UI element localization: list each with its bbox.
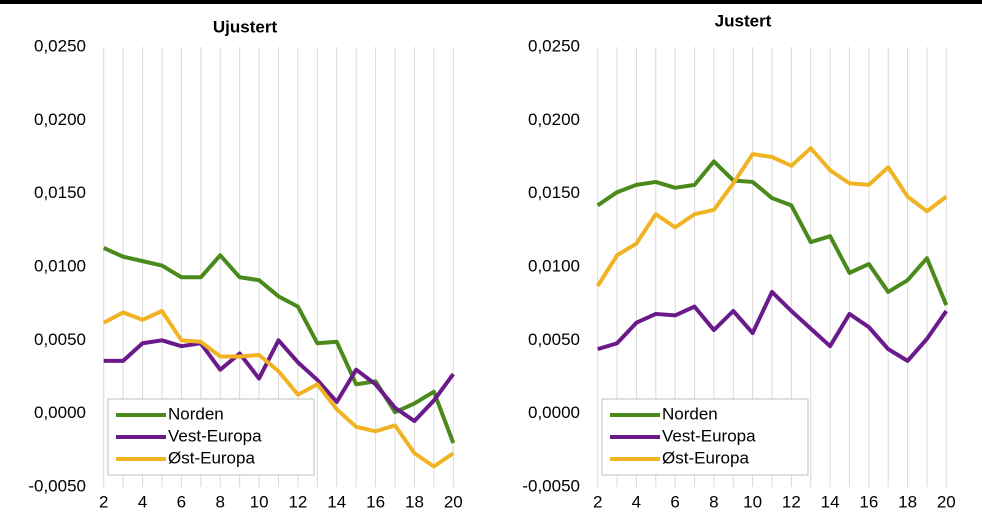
x-tick-label: 18 [405,492,424,511]
legend-label: Vest-Europa [662,426,756,445]
top-border [0,0,982,4]
x-tick-label: 10 [250,492,269,511]
x-tick-label: 6 [670,492,679,511]
legend-label: Norden [662,404,718,423]
series-line [103,338,455,423]
legend-label: Øst-Europa [662,448,749,467]
y-tick-label: -0,0050 [28,476,86,495]
series-line [597,289,948,363]
x-tick-label: 2 [593,492,602,511]
chart-title: Justert [715,11,772,30]
y-tick-label: 0,0150 [34,183,86,202]
y-tick-label: 0,0100 [528,256,580,275]
y-tick-label: 0,0150 [528,183,580,202]
x-tick-label: 4 [138,492,147,511]
x-tick-label: 16 [859,492,878,511]
series-line [102,309,455,469]
legend-label: Norden [168,404,224,423]
y-tick-label: 0,0200 [528,110,580,129]
legend-label: Vest-Europa [168,426,262,445]
y-tick-label: 0,0000 [34,403,86,422]
x-tick-label: 20 [444,492,463,511]
x-tick-label: 20 [937,492,956,511]
y-tick-label: -0,0050 [522,476,580,495]
x-tick-label: 6 [177,492,186,511]
x-tick-label: 16 [366,492,385,511]
legend-label: Øst-Europa [168,448,255,467]
y-tick-label: 0,0200 [34,110,86,129]
y-tick-label: 0,0250 [34,36,86,55]
chart-title: Ujustert [213,17,278,36]
y-tick-label: 0,0000 [528,403,580,422]
x-tick-label: 10 [743,492,762,511]
x-tick-label: 14 [821,492,840,511]
y-tick-label: 0,0050 [34,330,86,349]
x-tick-label: 14 [327,492,346,511]
x-tick-label: 12 [782,492,801,511]
x-tick-label: 18 [898,492,917,511]
x-tick-label: 8 [216,492,225,511]
x-tick-label: 8 [709,492,718,511]
x-tick-label: 4 [632,492,641,511]
x-tick-label: 12 [288,492,307,511]
y-tick-label: 0,0050 [528,330,580,349]
series-line [596,159,949,306]
y-tick-label: 0,0100 [34,256,86,275]
y-tick-label: 0,0250 [528,36,580,55]
series-line [595,146,948,288]
series-line [102,246,456,444]
x-tick-label: 2 [99,492,108,511]
